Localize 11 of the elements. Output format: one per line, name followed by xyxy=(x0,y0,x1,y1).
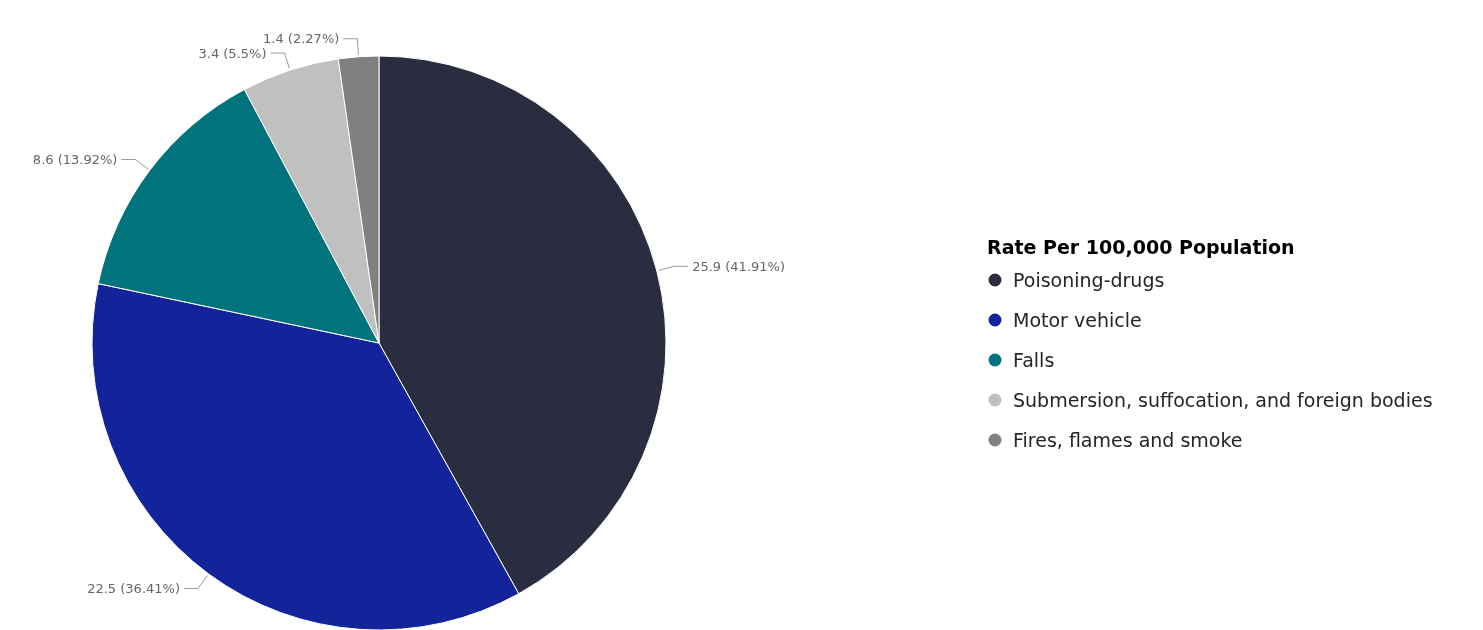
data-label: 3.4 (5.5%) xyxy=(198,45,267,61)
legend-title: Rate Per 100,000 Population xyxy=(987,235,1295,258)
legend-label: Poisoning-drugs xyxy=(1013,268,1165,291)
data-label: 1.4 (2.27%) xyxy=(263,31,340,47)
legend-label: Fires, flames and smoke xyxy=(1013,428,1243,451)
data-label: 8.6 (13.92%) xyxy=(32,152,118,168)
legend-label: Falls xyxy=(1013,348,1055,371)
data-label: 25.9 (41.91%) xyxy=(692,258,785,274)
legend-label: Submersion, suffocation, and foreign bodies xyxy=(1013,388,1433,411)
legend-label: Motor vehicle xyxy=(1013,308,1142,331)
data-label: 22.5 (36.41%) xyxy=(87,581,180,597)
